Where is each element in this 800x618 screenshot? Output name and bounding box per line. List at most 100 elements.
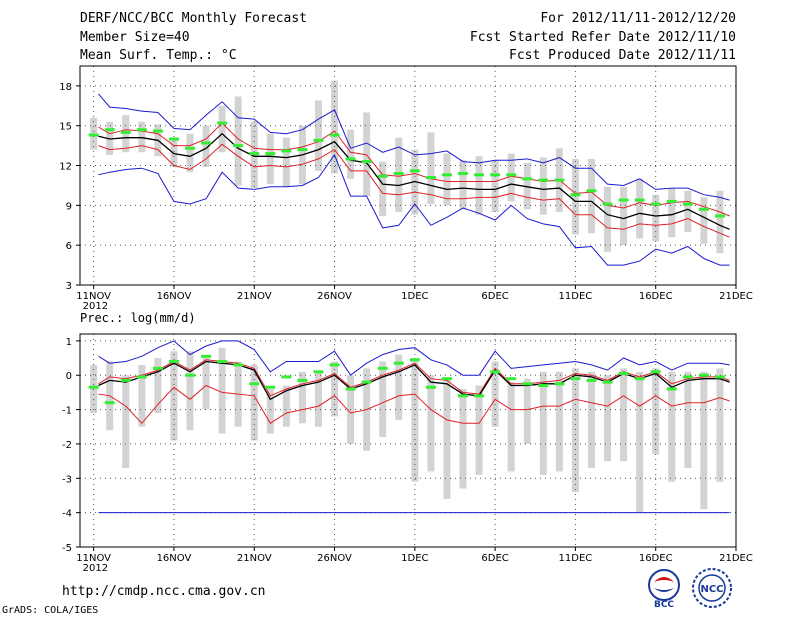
prec-ensemble-mark: [120, 378, 131, 382]
temp-series-min: [98, 153, 730, 266]
temp-series-mean: [98, 132, 730, 230]
prec-spread-bar: [298, 371, 306, 424]
prec-y-tick-label: -1: [62, 406, 72, 417]
prec-ensemble-mark: [554, 382, 565, 386]
prec-spread-bar: [475, 385, 483, 475]
temp-spread-bar: [363, 112, 371, 197]
prec-spread-bar: [587, 371, 595, 468]
prec-ensemble-mark: [313, 370, 324, 374]
prec-ensemble-mark: [152, 366, 163, 370]
prec-ensemble-mark: [201, 354, 212, 358]
prec-ensemble-mark: [329, 363, 340, 367]
temp-ensemble-mark: [714, 214, 725, 218]
prec-x-tick-label: 6DEC: [481, 553, 508, 564]
temp-ensemble-mark: [104, 128, 115, 132]
prec-ensemble-mark: [345, 387, 356, 391]
prec-spread-bar: [716, 368, 724, 482]
temp-ensemble-mark: [698, 207, 709, 211]
prec-ensemble-mark: [185, 373, 196, 377]
prec-spread-bar: [250, 364, 258, 441]
temp-spread-bar: [234, 96, 242, 186]
temp-ensemble-mark: [458, 172, 469, 176]
prec-ensemble-mark: [490, 370, 501, 374]
temp-ensemble-mark: [682, 202, 693, 206]
fcst-produced-date: Fcst Produced Date 2012/11/11: [509, 48, 736, 63]
prec-x-tick-label: 16DEC: [639, 553, 673, 564]
prec-ensemble-mark: [425, 385, 436, 389]
prec-ensemble-mark: [361, 380, 372, 384]
prec-spread-bar: [571, 368, 579, 493]
temp-ensemble-mark: [634, 198, 645, 202]
temp-y-tick-label: 15: [59, 122, 72, 133]
temp-ensemble-mark: [538, 178, 549, 182]
prec-ensemble-mark: [698, 373, 709, 377]
temp-spread-bar: [314, 100, 322, 171]
source-url[interactable]: http://cmdp.ncc.cma.gov.cn: [62, 584, 266, 599]
prec-spread-bar: [427, 375, 435, 472]
prec-ensemble-mark: [281, 375, 292, 379]
temp-ensemble-mark: [618, 198, 629, 202]
temp-spread-bar: [427, 132, 435, 205]
temp-spread-bar: [379, 161, 387, 216]
prec-series-upper: [98, 359, 730, 397]
temp-ensemble-mark: [490, 173, 501, 177]
prec-series-max: [98, 340, 730, 376]
prec-ensemble-mark: [714, 375, 725, 379]
fcst-started-date: Fcst Started Refer Date 2012/11/10: [469, 30, 736, 45]
prec-series-mean: [98, 360, 730, 401]
ncc-logo-text: NCC: [700, 584, 723, 595]
temp-ensemble-mark: [297, 148, 308, 152]
temp-ensemble-mark: [136, 128, 147, 132]
temp-spread-bar: [218, 105, 226, 153]
temp-ensemble-mark: [233, 144, 244, 148]
prec-ensemble-mark: [393, 361, 404, 365]
prec-ensemble-mark: [474, 394, 485, 398]
temp-ensemble-mark: [393, 172, 404, 176]
temp-spread-bar: [459, 160, 467, 210]
prec-y-tick-label: -3: [62, 474, 72, 485]
temp-series-max: [98, 93, 730, 201]
prec-ensemble-mark: [265, 385, 276, 389]
temp-spread-bar: [587, 158, 595, 234]
temp-ensemble-mark: [249, 152, 260, 156]
temp-x-tick-label: 11DEC: [559, 291, 593, 302]
temp-spread-bar: [700, 197, 708, 244]
prec-ensemble-mark: [650, 370, 661, 374]
temp-y-tick-label: 6: [66, 241, 72, 252]
prec-spread-bar: [700, 371, 708, 510]
temp-spread-bar: [620, 186, 628, 246]
temp-ensemble-mark: [650, 202, 661, 206]
temp-x-tick-label: 21NOV: [237, 291, 272, 302]
prec-ensemble-mark: [409, 358, 420, 362]
prec-ensemble-mark: [522, 382, 533, 386]
temp-ensemble-mark: [345, 157, 356, 161]
temp-spread-bar: [186, 133, 194, 173]
ncc-logo: NCC: [690, 566, 734, 610]
temp-x-tick-label: 16NOV: [157, 291, 192, 302]
temp-y-tick-label: 12: [59, 162, 72, 173]
temp-spread-bar: [716, 190, 724, 254]
prec-spread-bar: [186, 351, 194, 431]
temp-spread-bar: [266, 133, 274, 185]
prec-ensemble-mark: [377, 366, 388, 370]
temp-ensemble-mark: [409, 169, 420, 173]
prec-ensemble-mark: [441, 377, 452, 381]
prec-x-tick-label: 21NOV: [237, 553, 272, 564]
temp-x-tick-label: 2012: [83, 301, 108, 312]
temp-series-upper: [98, 122, 730, 217]
prec-y-tick-label: -2: [62, 440, 72, 451]
prec-ensemble-mark: [682, 375, 693, 379]
prec-spread-bar: [668, 371, 676, 482]
prec-y-tick-label: -5: [62, 543, 72, 554]
prec-x-tick-label: 11DEC: [559, 553, 593, 564]
temp-spread-bar: [507, 153, 515, 202]
prec-ensemble-mark: [506, 377, 517, 381]
temp-spread-bar: [331, 80, 339, 174]
temp-ensemble-mark: [506, 173, 517, 177]
temp-y-tick-label: 9: [66, 201, 72, 212]
temp-x-tick-label: 16DEC: [639, 291, 673, 302]
prec-ensemble-mark: [297, 378, 308, 382]
prec-spread-bar: [459, 388, 467, 489]
prec-spread-bar: [523, 378, 531, 444]
